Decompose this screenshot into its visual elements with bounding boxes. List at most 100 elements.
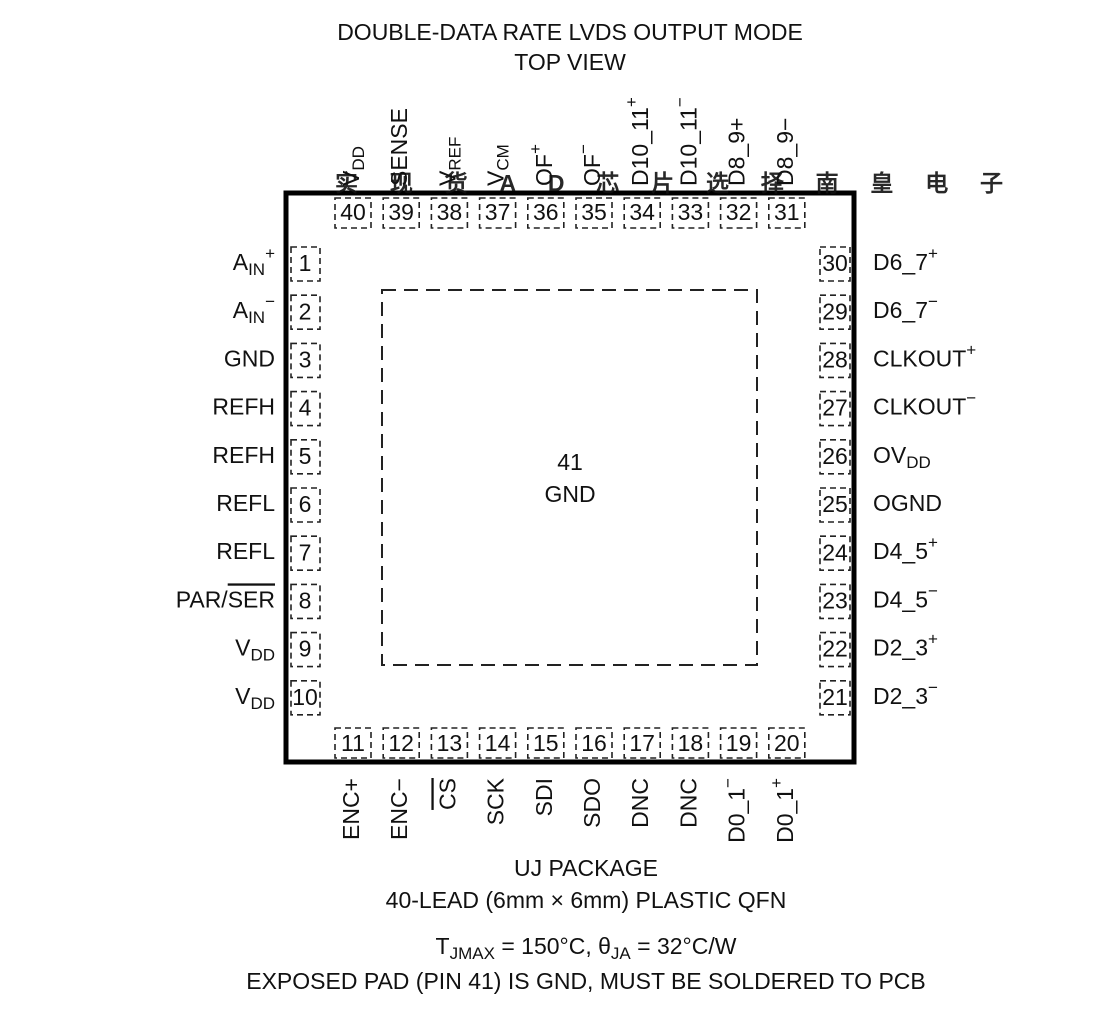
text-segment: DD xyxy=(250,694,275,713)
text-segment: REFH xyxy=(212,394,275,420)
pin-number: 18 xyxy=(678,730,704,756)
pin-box xyxy=(671,197,710,229)
pin-box xyxy=(382,727,421,759)
pin-number: 24 xyxy=(822,539,848,565)
pin-label: D10_11− xyxy=(671,97,702,186)
pin-label: DNC xyxy=(675,778,701,828)
pin-label: D4_5+ xyxy=(873,534,938,565)
text-segment: REFL xyxy=(216,490,275,516)
text-segment: V xyxy=(434,170,460,186)
text-segment: 40-LEAD (6mm × 6mm) PLASTIC QFN xyxy=(386,887,787,913)
pin-box xyxy=(290,631,321,668)
pin-label: OVDD xyxy=(873,442,931,472)
pin-label: REFL xyxy=(216,490,275,516)
text-segment: D4_5 xyxy=(873,586,928,612)
pin-number: 27 xyxy=(822,395,848,421)
pin-box xyxy=(819,535,851,572)
text-segment: DD xyxy=(250,646,275,665)
pin-number: 37 xyxy=(485,199,511,225)
pin-label: VDD xyxy=(235,683,275,713)
text-segment: DNC xyxy=(627,778,653,828)
text-segment: = 32°C/W xyxy=(631,933,737,959)
pin-number: 9 xyxy=(299,636,312,662)
pin-label: AIN+ xyxy=(233,244,275,279)
pin-label: CLKOUT+ xyxy=(873,341,976,372)
pin-box xyxy=(767,727,806,759)
text-segment: V xyxy=(483,170,509,186)
pin-number: 31 xyxy=(774,199,800,225)
text-segment: T xyxy=(436,933,450,959)
text-segment: ENC+ xyxy=(338,778,364,840)
text-segment: DD xyxy=(906,453,931,472)
pin-number: 14 xyxy=(485,730,511,756)
text-segment: − xyxy=(928,582,938,601)
text-segment: − xyxy=(966,389,976,408)
text-segment: SENSE xyxy=(386,108,412,186)
pin-label: CLKOUT− xyxy=(873,389,976,420)
pin-label: OGND xyxy=(873,490,942,516)
pin-label: D0_1− xyxy=(719,778,750,843)
pin-box xyxy=(334,197,372,229)
pin-label: VDD xyxy=(235,635,275,665)
text-segment: D2_3 xyxy=(873,635,928,661)
package-outline xyxy=(283,190,857,765)
text-segment: + xyxy=(966,341,976,360)
text-segment: − xyxy=(671,97,690,107)
text-segment: CLKOUT xyxy=(873,345,966,371)
pin-box xyxy=(430,727,469,759)
pin-number: 2 xyxy=(299,298,312,324)
text-segment: REFL xyxy=(216,538,275,564)
text-segment: SCK xyxy=(483,777,509,825)
pin-box xyxy=(430,197,469,229)
pin-number: 39 xyxy=(388,199,414,225)
text-segment: OF xyxy=(579,154,605,186)
text-segment: D6_7 xyxy=(873,249,928,275)
text-segment: V xyxy=(235,635,251,661)
pin-label: VCM xyxy=(483,144,513,186)
text-segment: D10_11 xyxy=(675,107,701,186)
pad-number: 41 xyxy=(557,449,583,475)
pin-number: 21 xyxy=(822,684,848,710)
footer-line: UJ PACKAGE xyxy=(514,855,658,881)
text-segment: D6_7 xyxy=(873,297,928,323)
pin-number: 35 xyxy=(581,199,607,225)
text-segment: D4_5 xyxy=(873,538,928,564)
pin-label: SDI xyxy=(531,778,557,816)
pin-label: D0_1+ xyxy=(767,778,798,843)
pin-number: 16 xyxy=(581,730,607,756)
text-segment: OV xyxy=(873,442,907,468)
text-segment: V xyxy=(235,683,251,709)
pin-box xyxy=(819,631,851,668)
pin-box xyxy=(478,197,517,229)
text-segment: ENC− xyxy=(386,778,412,840)
labels: DOUBLE-DATA RATE LVDS OUTPUT MODE TOP VIE… xyxy=(176,19,1003,994)
pin-box xyxy=(575,197,613,229)
title: TOP VIEW xyxy=(514,49,626,75)
text-segment: − xyxy=(574,144,593,154)
pin-label: D8_9+ xyxy=(724,118,750,186)
pin-number: 12 xyxy=(388,730,414,756)
pin-box xyxy=(478,727,517,759)
pin-box xyxy=(526,727,565,759)
pin-label: OF+ xyxy=(526,144,557,186)
pin-number: 15 xyxy=(533,730,559,756)
pin-label: D2_3+ xyxy=(873,630,938,661)
text-segment: − xyxy=(928,293,938,312)
text-segment: − xyxy=(719,778,738,788)
text-segment: DNC xyxy=(675,778,701,828)
text-segment: CS xyxy=(434,778,460,810)
pin-box xyxy=(623,197,662,229)
watermark: 实现货AD芯片选择南皇电子 xyxy=(335,170,1003,196)
text-segment: REFH xyxy=(212,442,275,468)
pin-number: 11 xyxy=(341,730,365,756)
pin-box xyxy=(290,487,321,523)
pin-number: 40 xyxy=(340,199,366,225)
text-segment: + xyxy=(623,97,642,107)
text-segment: JMAX xyxy=(450,944,495,963)
text-segment: D0_1 xyxy=(772,788,798,843)
pin-label: REFL xyxy=(216,538,275,564)
pin-label: CS xyxy=(434,778,460,810)
pin-label: REFH xyxy=(212,442,275,468)
pin-box xyxy=(819,294,851,331)
